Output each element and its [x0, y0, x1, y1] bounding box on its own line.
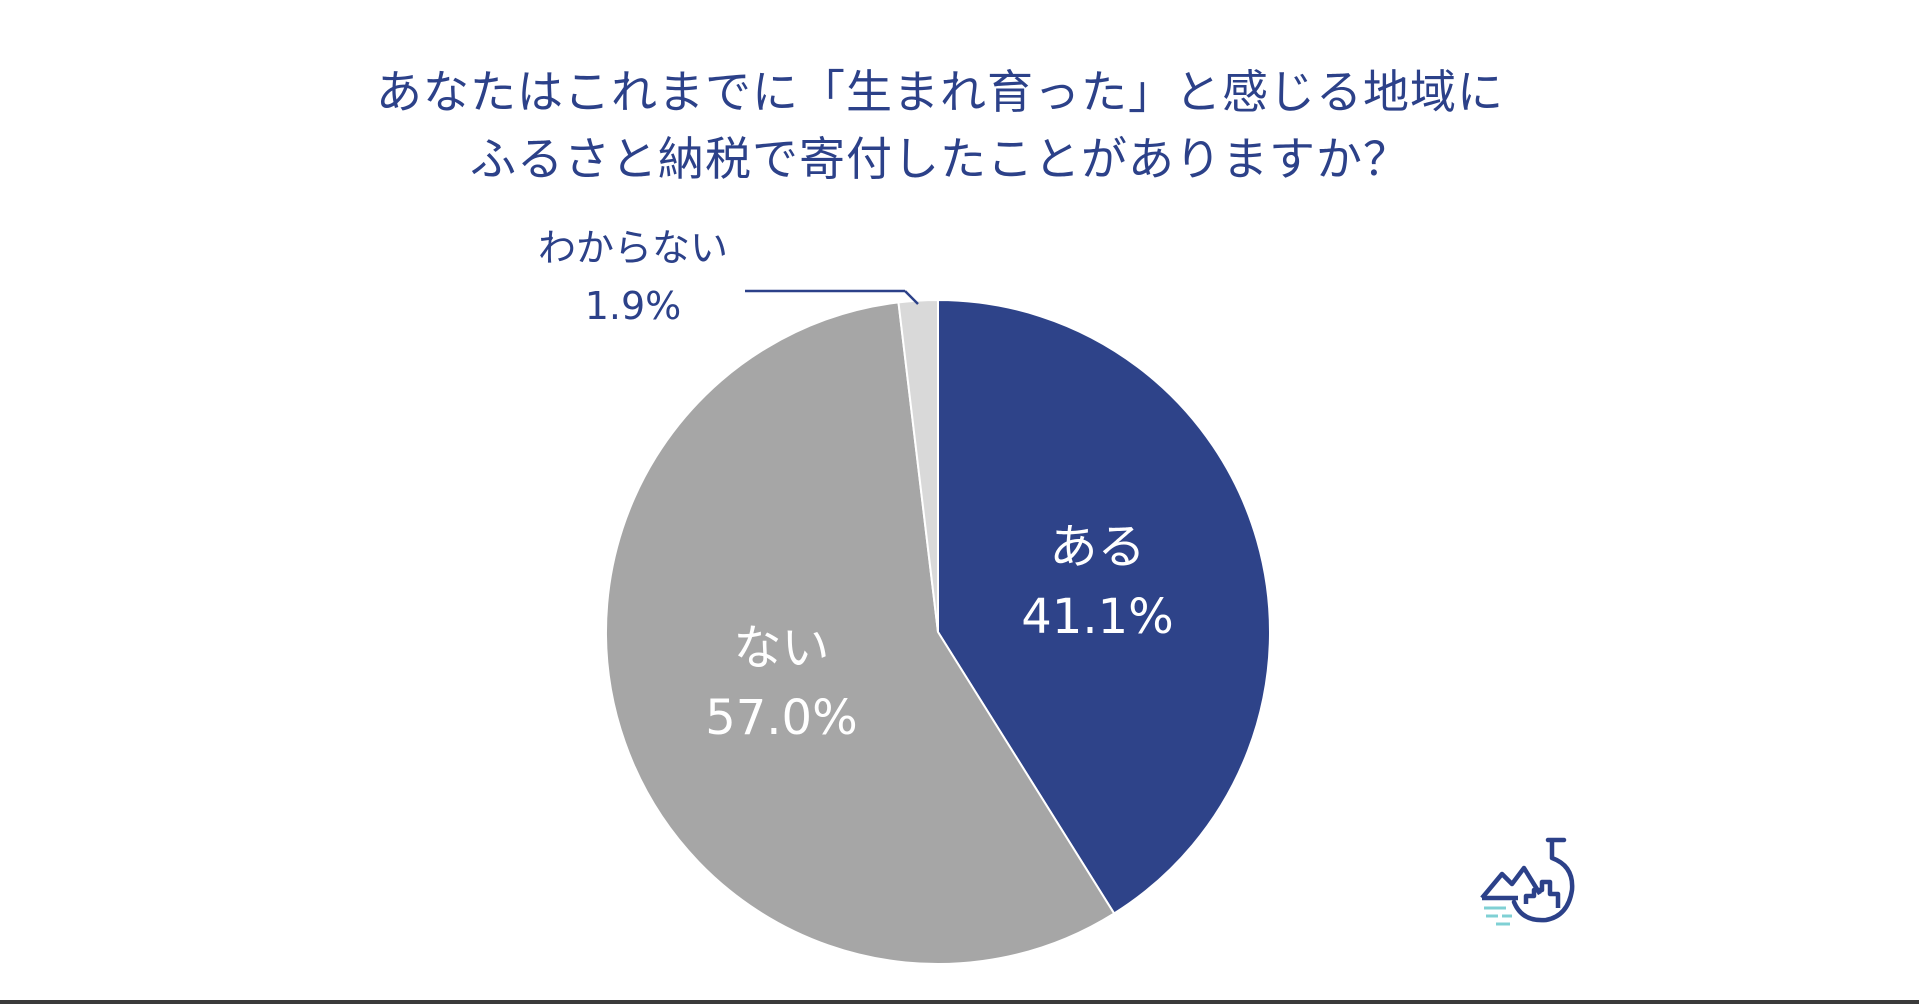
pie-slice-2	[897, 298, 939, 633]
slice-value-label-1: 57.0%	[705, 690, 857, 746]
slice-label-1: ない	[733, 620, 829, 676]
pie-slice-0	[937, 298, 1271, 915]
pie-slices	[605, 298, 1271, 965]
slice-label-2: わからない	[538, 226, 728, 270]
bottom-border	[0, 1000, 1919, 1004]
flask-mountain-logo-icon	[1480, 837, 1575, 926]
leader-line-wakaranai-tick	[904, 290, 919, 305]
slice-value-label-2: 1.9%	[585, 284, 682, 328]
pie-labels: ある 41.1% ない 57.0% わからない 1.9%	[538, 226, 1174, 746]
pie-slice-1	[605, 301, 1116, 965]
slice-value-label-0: 41.1%	[1021, 589, 1173, 645]
chart-title-line-1: あなたはこれまでに「生まれ育った」と感じる地域に	[376, 65, 1504, 119]
chart-title-line-2: ふるさと納税で寄付したことがありますか？	[470, 132, 1410, 186]
slice-label-0: ある	[1050, 519, 1146, 575]
